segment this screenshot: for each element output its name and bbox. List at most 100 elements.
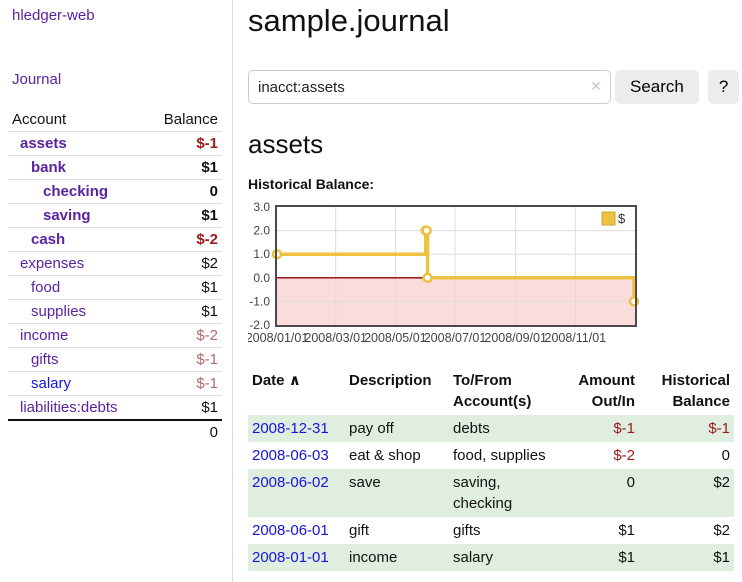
y-tick-label: 2.0 (253, 224, 270, 238)
transaction-date-link[interactable]: 2008-12-31 (252, 420, 329, 437)
account-row: supplies $1 (8, 299, 222, 324)
register-row[interactable]: 2008-12-31 pay off debts $-1 $-1 (248, 415, 734, 442)
account-name-cell: income (8, 323, 147, 348)
account-balance: $-2 (146, 323, 222, 348)
account-link-supplies[interactable]: supplies (31, 303, 87, 320)
brand-link[interactable]: hledger-web (12, 7, 95, 24)
account-link-cash[interactable]: cash (31, 231, 66, 248)
register-amount-cell: $-1 (561, 415, 639, 442)
account-link-income[interactable]: income (20, 327, 69, 344)
sidebar: hledger-web Journal Account Balance asse… (0, 0, 233, 582)
register-accounts-cell: food, supplies (453, 447, 546, 464)
account-row: cash $-2 (8, 227, 222, 252)
y-tick-label: -2.0 (249, 318, 270, 332)
x-tick-label: 2008/09/01 (484, 331, 547, 345)
account-row: expenses $2 (8, 251, 222, 276)
account-balance: $1 (201, 399, 218, 416)
x-tick-label: 2008/03/01 (304, 331, 367, 345)
transaction-date-link[interactable]: 2008-06-02 (252, 474, 329, 491)
account-name-cell: salary (8, 371, 147, 396)
register-date-cell: 2008-06-03 (248, 442, 345, 469)
register-row[interactable]: 2008-06-02 save saving, checking 0 $2 (248, 469, 734, 517)
register-header-description: Description (349, 372, 432, 389)
main-content: sample.journal ✕ Search ? assets Histori… (233, 0, 742, 582)
account-balance: $1 (146, 203, 222, 228)
account-link-gifts[interactable]: gifts (31, 351, 59, 368)
accounts-header-balance: Balance (146, 108, 222, 132)
register-date-cell: 2008-01-01 (248, 544, 345, 571)
chart-title: Historical Balance: (248, 176, 375, 192)
plot-border (275, 205, 637, 327)
transaction-date-link[interactable]: 2008-06-01 (252, 522, 329, 539)
register-accounts-cell: saving, checking (449, 469, 561, 517)
x-tick-label: 2008/11/01 (545, 331, 607, 345)
data-point-marker[interactable] (421, 225, 432, 236)
register-header-accounts: To/From Account(s) (453, 372, 532, 410)
account-name-cell: expenses (8, 251, 147, 276)
account-row: bank $1 (8, 155, 222, 180)
account-balance: $1 (146, 299, 222, 324)
x-tick-label: 2008/01/01 (248, 331, 308, 345)
register-header-date[interactable]: Date ∧ (248, 367, 345, 415)
account-row: gifts $-1 (8, 347, 222, 372)
register-amount-cell: $-2 (613, 447, 635, 464)
register-balance-cell: $1 (639, 544, 734, 571)
account-row: saving $1 (8, 203, 222, 228)
register-row[interactable]: 2008-06-01 gift gifts $1 $2 (248, 517, 734, 544)
transaction-date-link[interactable]: 2008-01-01 (252, 549, 329, 566)
y-tick-label: 0.0 (253, 271, 270, 285)
accounts-total-spacer (8, 419, 147, 444)
account-balance: $1 (146, 155, 222, 180)
register-row[interactable]: 2008-06-03 eat & shop food, supplies $-2 0 (248, 442, 734, 469)
accounts-header-account: Account (8, 108, 147, 132)
account-link-bank[interactable]: bank (31, 159, 67, 176)
account-link-assets[interactable]: assets (20, 135, 67, 152)
clear-search-icon[interactable]: ✕ (590, 78, 602, 94)
account-name-cell: gifts (8, 347, 147, 372)
register-amount-cell: $1 (561, 544, 639, 571)
help-button[interactable]: ? (707, 70, 740, 104)
account-balance: $-1 (146, 347, 222, 372)
x-tick-label: 2008/07/01 (424, 331, 487, 345)
y-tick-label: -1.0 (249, 294, 270, 308)
account-link-liabilities-debts[interactable]: liabilities:debts (20, 399, 118, 416)
register-balance-cell: 0 (721, 447, 730, 464)
accounts-header-row: Account Balance (8, 108, 222, 132)
register-date-cell: 2008-06-01 (248, 517, 345, 544)
account-link-expenses[interactable]: expenses (20, 255, 85, 272)
account-link-food[interactable]: food (31, 279, 61, 296)
register-accounts-cell: gifts (453, 522, 481, 539)
account-row: liabilities:debts $1 (8, 396, 222, 421)
account-name-cell: food (8, 275, 147, 300)
balance-chart[interactable]: $3.0 2.0 1.0 0.0 -1.0 -2.0 2008/01/01 2008/03/0… (246, 198, 739, 355)
search-box: ✕ (248, 70, 611, 104)
account-heading: assets (248, 129, 324, 159)
register-description-cell: gift (349, 522, 370, 539)
register-header-balance: Historical Balance (661, 372, 730, 410)
account-balance: 0 (146, 179, 222, 204)
register-description-cell: income (345, 544, 449, 571)
account-row: food $1 (8, 275, 222, 300)
transaction-date-link[interactable]: 2008-06-03 (252, 447, 329, 464)
data-point-marker[interactable] (422, 272, 433, 284)
register-row[interactable]: 2008-01-01 income salary $1 $1 (248, 544, 734, 571)
account-name-cell: saving (8, 203, 147, 228)
search-button[interactable]: Search (615, 70, 699, 104)
search-input[interactable] (248, 70, 611, 104)
account-link-checking[interactable]: checking (43, 183, 109, 200)
register-date-cell: 2008-12-31 (248, 415, 345, 442)
legend-label: $ (618, 211, 626, 226)
account-row: checking 0 (8, 179, 222, 204)
account-name-cell: assets (8, 131, 147, 156)
balance-chart-svg: $3.0 2.0 1.0 0.0 -1.0 -2.02008/01/012008/03/0… (246, 200, 640, 345)
account-row: income $-2 (8, 323, 222, 348)
accounts-total-row: 0 (8, 419, 222, 444)
search-form: ✕ Search ? (248, 70, 740, 104)
accounts-total-value: 0 (146, 419, 222, 444)
register-balance-cell: $2 (639, 469, 734, 517)
account-link-saving[interactable]: saving (43, 207, 91, 224)
account-link-salary[interactable]: salary (31, 375, 72, 392)
journal-link[interactable]: Journal (12, 71, 62, 88)
register-header-row: Date ∧ Description To/From Account(s) Am… (248, 367, 734, 415)
